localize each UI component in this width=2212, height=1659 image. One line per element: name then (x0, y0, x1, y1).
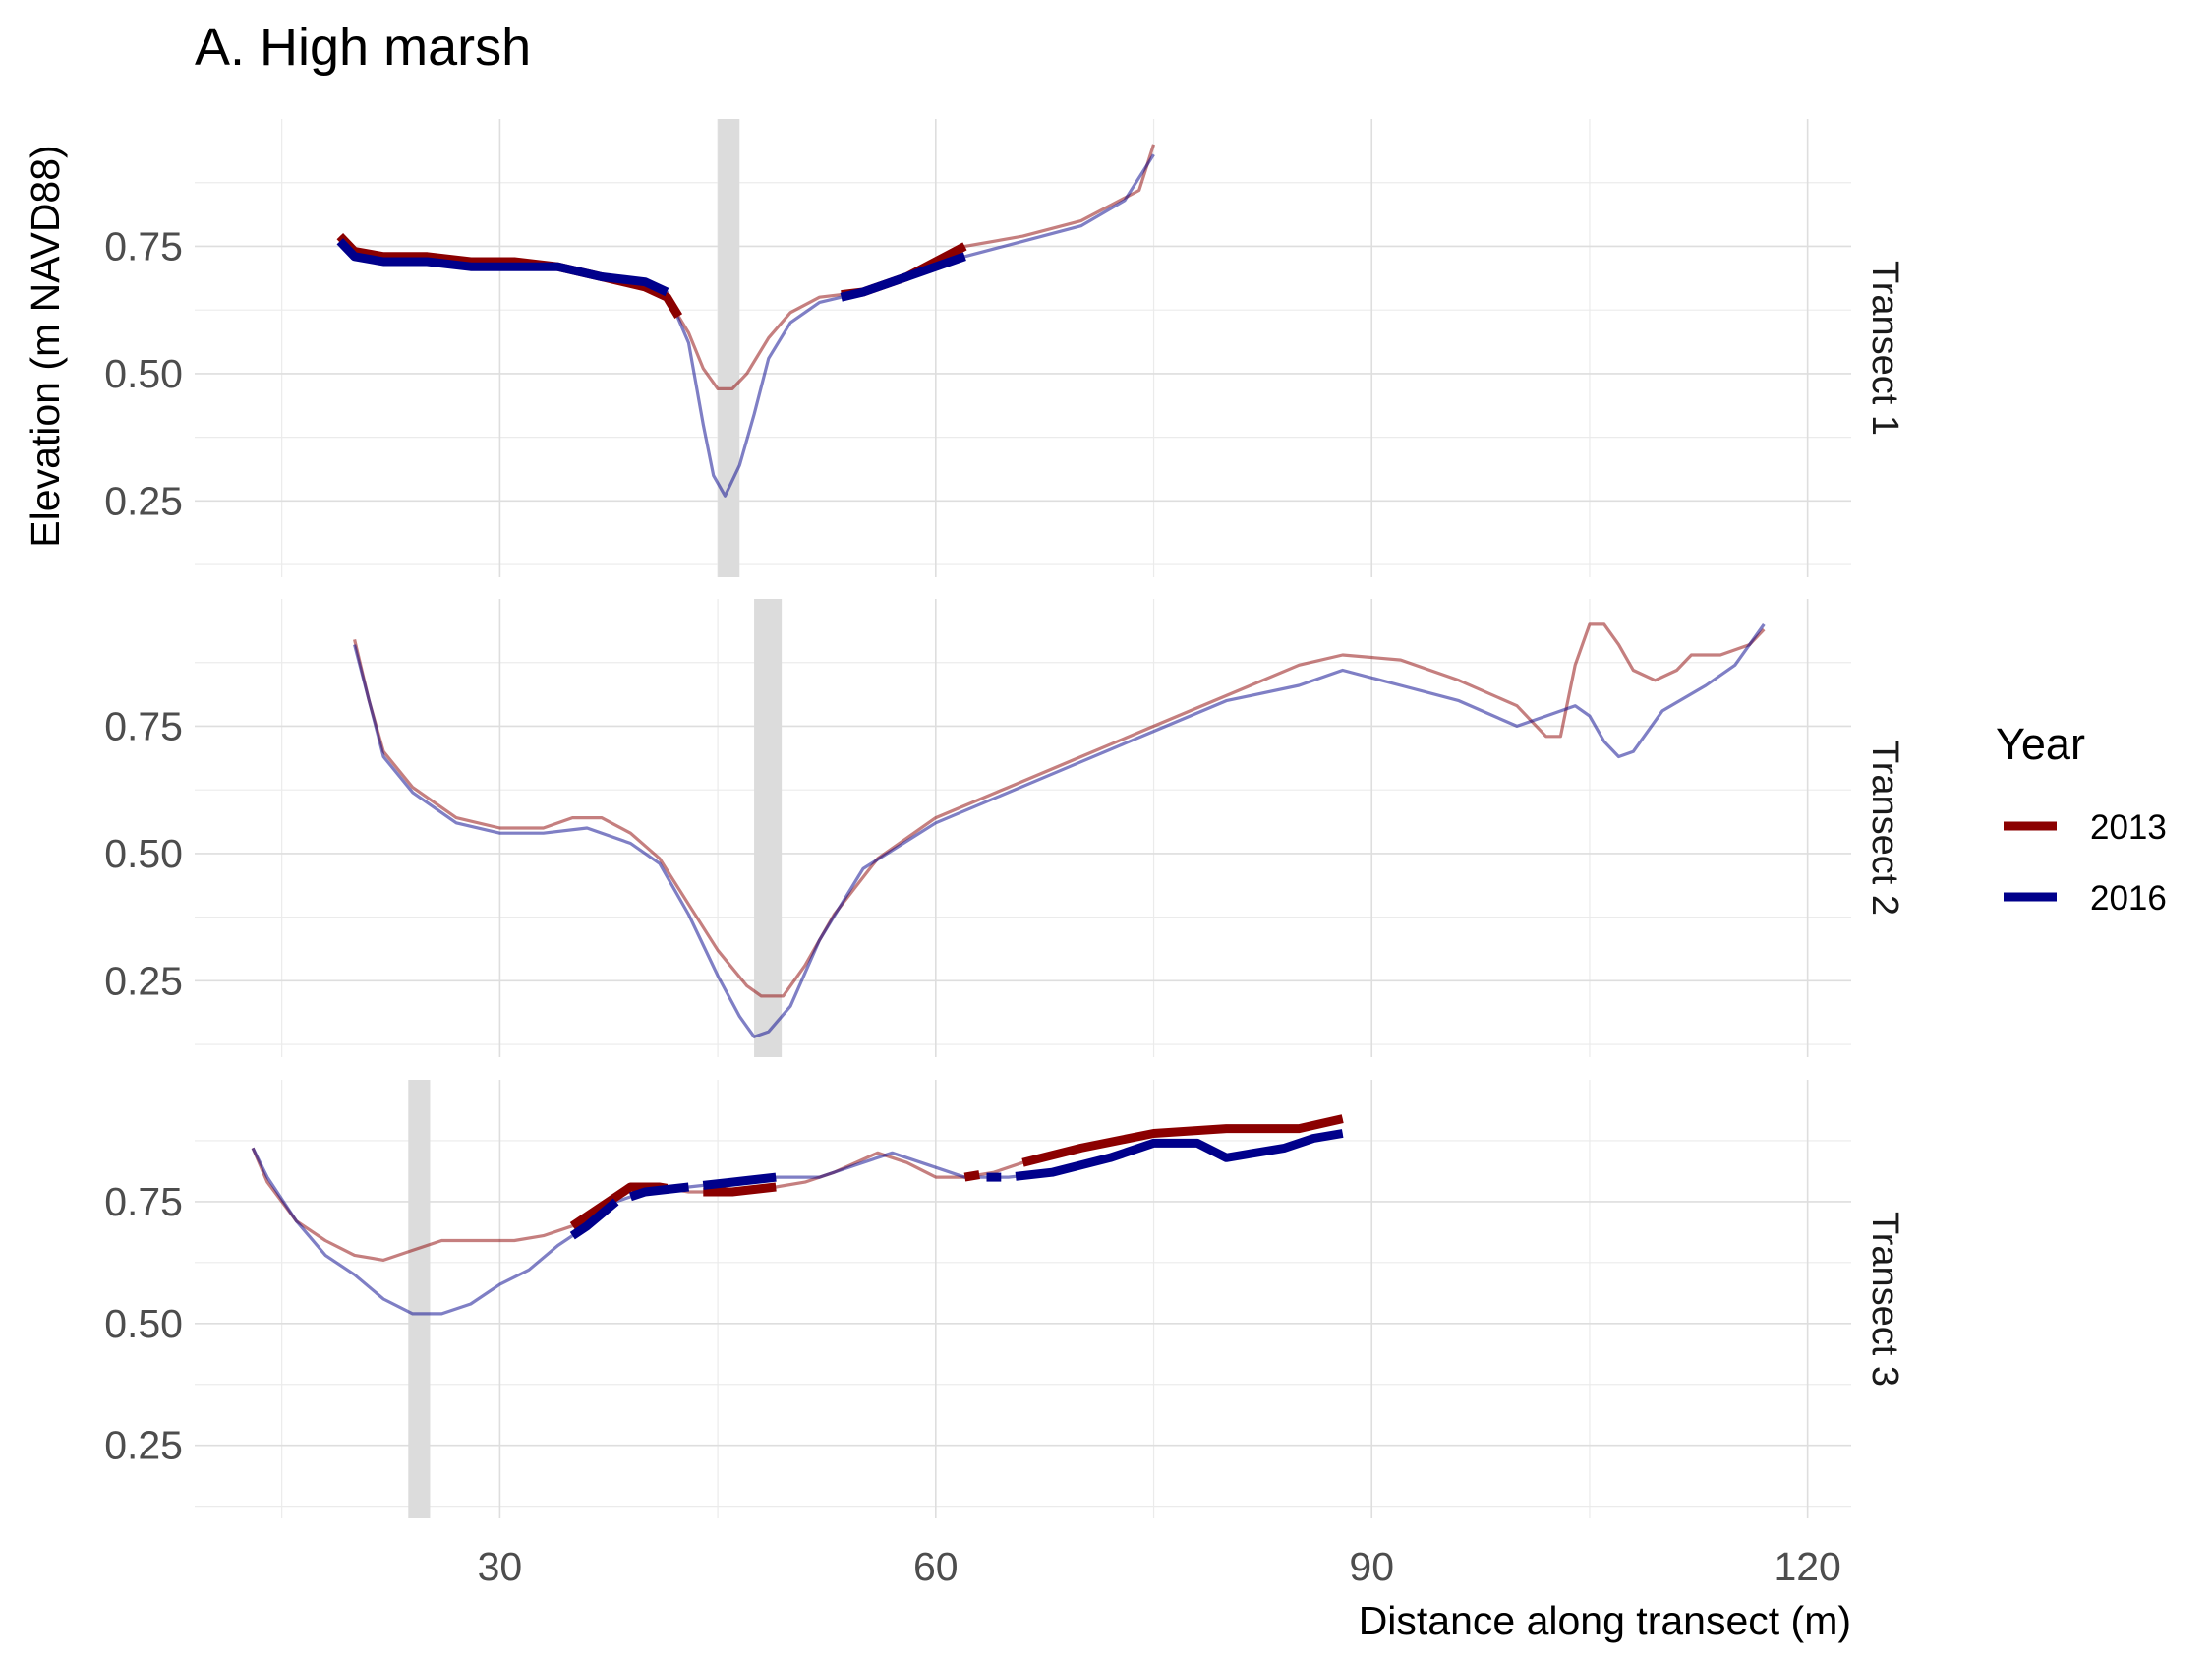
series-bold-2016 (1015, 1129, 1344, 1181)
strip-label: Transect 3 (1864, 1212, 1905, 1387)
y-tick-label: 0.25 (104, 958, 183, 1003)
y-tick-label: 0.75 (104, 703, 183, 748)
series-bold-2013 (841, 242, 967, 300)
series-bold-2013 (336, 232, 683, 319)
channel-band (718, 119, 740, 577)
x-tick-label: 120 (1774, 1544, 1840, 1589)
legend: Year 2013 2016 (1996, 719, 2167, 918)
series-bold-2016 (702, 1172, 777, 1190)
series-bold-2016 (336, 238, 669, 297)
x-axis-label: Distance along transect (m) (1359, 1598, 1851, 1643)
series-line-2013 (353, 622, 1766, 998)
x-tick-label: 90 (1349, 1544, 1394, 1589)
y-tick-label: 0.50 (104, 351, 183, 396)
y-tick-label: 0.75 (104, 1179, 183, 1224)
channel-band (754, 599, 783, 1057)
series-bold-2016 (840, 252, 966, 302)
strip-label: Transect 2 (1864, 741, 1905, 916)
series-bold-2013 (963, 1170, 980, 1182)
y-tick-label: 0.75 (104, 223, 183, 268)
panels: 0.25 0.50 0.75 Transect 1 0.25 0.50 0.75 Transe… (104, 119, 1905, 1518)
series-line-2016 (338, 153, 1155, 498)
series-bold-2016 (628, 1182, 690, 1202)
series-line-2016 (353, 622, 1766, 1038)
y-tick-label: 0.50 (104, 1301, 183, 1346)
panel-3: 0.25 0.50 0.75 Transect 3 (104, 1080, 1905, 1518)
panel-1: 0.25 0.50 0.75 Transect 1 (104, 119, 1905, 577)
series-bold-2013 (703, 1182, 777, 1197)
legend-label-2016: 2016 (2090, 879, 2167, 918)
y-tick-label: 0.25 (104, 478, 183, 523)
x-axis: 30 60 90 120 (478, 1544, 1841, 1589)
legend-label-2013: 2013 (2090, 808, 2167, 847)
x-tick-label: 30 (478, 1544, 523, 1589)
chart-title: A. High marsh (195, 18, 531, 77)
x-tick-label: 60 (913, 1544, 959, 1589)
strip-label: Transect 1 (1864, 261, 1905, 436)
series-bold-2016 (569, 1198, 619, 1240)
y-tick-label: 0.25 (104, 1423, 183, 1468)
channel-band (408, 1080, 431, 1518)
legend-title: Year (1996, 719, 2085, 769)
panel-2: 0.25 0.50 0.75 Transect 2 (104, 599, 1905, 1057)
y-axis-label: Elevation (m NAVD88) (23, 145, 68, 547)
y-tick-label: 0.50 (104, 831, 183, 876)
series-bold-2013 (1021, 1114, 1344, 1167)
